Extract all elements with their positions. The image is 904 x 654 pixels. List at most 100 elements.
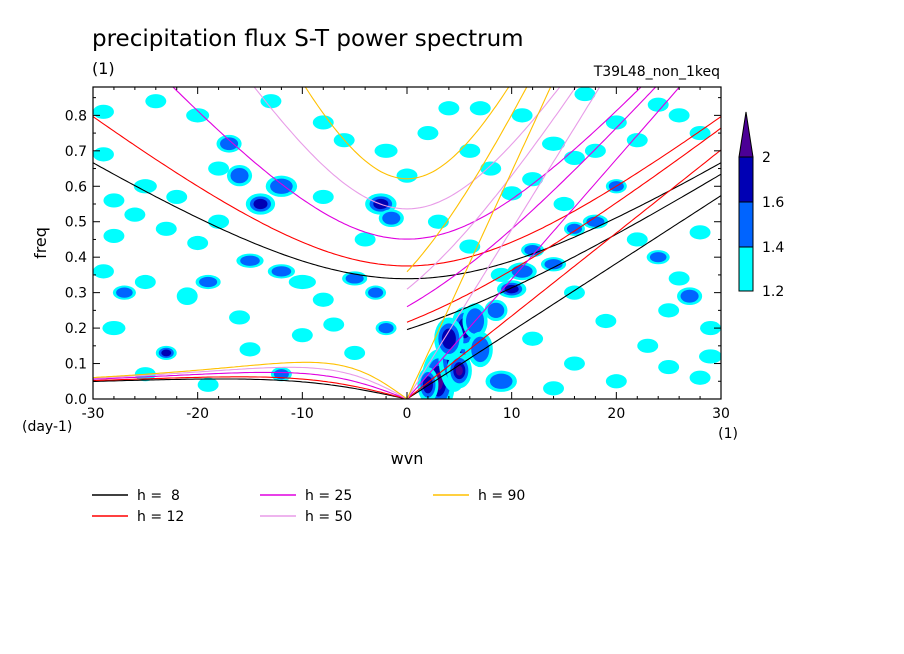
dispersion-curve-rossby	[93, 376, 408, 399]
contour-blob	[490, 267, 512, 282]
contour-blob	[103, 193, 125, 208]
contour-blob	[471, 336, 490, 363]
y-tick-label: 0.4	[65, 250, 87, 266]
y-tick-label: 0.1	[65, 357, 87, 373]
contour-blob	[459, 143, 481, 158]
contour-blob	[564, 356, 585, 371]
dispersion-curve-ig	[93, 116, 721, 267]
contour-blob	[187, 235, 209, 251]
contour-blob	[417, 126, 439, 141]
dispersion-curve-n0	[406, 173, 721, 331]
y-tick-label: 0.3	[65, 286, 87, 302]
x-tick-label: 10	[503, 406, 521, 422]
contour-blob	[487, 302, 505, 319]
y-tick-label: 0.7	[65, 144, 87, 160]
contour-blob	[124, 207, 146, 222]
x-tick-label: -10	[291, 406, 314, 422]
dispersion-curve-rossby	[93, 371, 408, 399]
dispersion-curve-ig	[93, 162, 721, 280]
legend-label: h = 50	[305, 509, 352, 525]
contour-blob	[542, 136, 566, 151]
contour-blob	[93, 147, 114, 162]
dispersion-curve-kelvin	[406, 195, 721, 399]
contour-blob	[354, 232, 376, 247]
plot-area	[93, 87, 721, 399]
dispersion-curve-ig	[172, 87, 642, 240]
contour-blob	[133, 179, 157, 194]
contour-blob	[161, 349, 172, 357]
contour-blob	[522, 172, 544, 187]
contour-blob	[368, 287, 384, 298]
contour-blob	[668, 108, 690, 123]
contour-blob	[176, 287, 198, 306]
contour-blob	[455, 365, 463, 376]
contour-blob	[134, 274, 156, 290]
y-axis-label: freq	[31, 227, 50, 259]
contour-blob	[220, 137, 239, 151]
x-tick-label: 0	[403, 406, 412, 422]
y-tick-label: 0.2	[65, 321, 87, 337]
contour-blob	[166, 189, 188, 204]
contour-blob	[511, 264, 533, 278]
contour-blob	[199, 276, 218, 288]
colorbar-label: 1.4	[762, 240, 784, 256]
contour-blob	[441, 328, 456, 349]
dispersion-curve-ig	[304, 87, 510, 180]
contour-blob	[658, 303, 680, 318]
colorbar-label: 1.2	[762, 284, 784, 300]
contour-blob	[668, 271, 690, 286]
dispersion-curve-rossby	[93, 378, 408, 399]
contour-blob	[382, 211, 401, 225]
contour-blob	[501, 186, 523, 201]
contour-blob	[240, 255, 260, 266]
dispersion-curve-rossby	[93, 366, 408, 399]
contour-blob	[649, 252, 667, 263]
contour-blob	[291, 328, 313, 343]
contour-blob	[229, 310, 251, 325]
dispersion-curve-kelvin	[406, 87, 681, 399]
chart-subtitle-left: (1)	[92, 59, 115, 78]
contour-blob	[102, 321, 126, 336]
dispersion-curve-n0	[406, 87, 577, 290]
contour-blob	[271, 266, 292, 277]
dispersion-curve-n0	[406, 127, 721, 323]
contour-blob	[699, 349, 721, 364]
colorbar: 1.2 1.4 1.6 2	[738, 111, 784, 300]
contour-blob	[504, 284, 519, 294]
chart-subtitle-right: T39L48_non_1keq	[593, 64, 720, 80]
contour-blob	[574, 87, 596, 102]
legend-label: h = 12	[137, 509, 184, 525]
contour-blob	[260, 94, 282, 109]
colorbar-label: 1.6	[762, 195, 784, 211]
contour-blob	[93, 104, 114, 119]
contour-blob	[230, 167, 249, 184]
contour-blob	[253, 198, 268, 210]
chart-title: precipitation flux S-T power spectrum	[92, 26, 524, 52]
contour-blob	[312, 115, 334, 130]
contour-blob	[344, 345, 366, 360]
dispersion-curve-n0	[406, 87, 657, 308]
x-axis-label: wvn	[391, 449, 424, 468]
contour-blob	[480, 161, 502, 176]
contour-blob	[155, 221, 177, 236]
x-tick-label: -30	[82, 406, 105, 422]
x-tick-label: 20	[607, 406, 625, 422]
contour-blob	[700, 321, 721, 336]
dispersion-curve-ig	[253, 87, 561, 210]
dispersion-curve-kelvin	[406, 87, 552, 399]
contour-blob	[522, 331, 544, 346]
contour-blob	[553, 196, 575, 212]
colorbar-swatch	[738, 156, 754, 203]
contour-blob	[544, 259, 563, 270]
legend-label: h = 90	[478, 488, 525, 504]
contour-blob	[345, 273, 364, 284]
contour-blob	[605, 374, 627, 389]
contour-blob	[288, 274, 316, 290]
contour-blob	[689, 225, 711, 240]
y-tick-label: 0.5	[65, 215, 87, 231]
contour-blob	[116, 287, 133, 298]
dispersion-curve-rossby	[93, 361, 408, 399]
contour-blob	[323, 317, 345, 332]
colorbar-swatch	[738, 246, 754, 292]
